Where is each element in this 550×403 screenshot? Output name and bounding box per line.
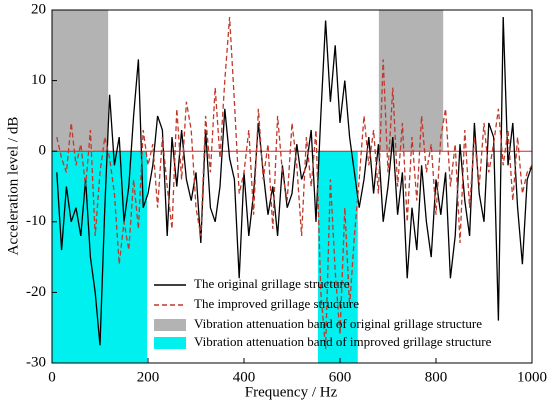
y-tick-label: 20 xyxy=(31,1,46,17)
x-tick-label: 1000 xyxy=(517,369,547,385)
legend-swatch xyxy=(154,337,186,349)
y-tick-label: -20 xyxy=(26,284,46,300)
x-tick-label: 600 xyxy=(329,369,352,385)
x-tick-label: 0 xyxy=(48,369,56,385)
x-tick-label: 400 xyxy=(233,369,256,385)
attenuation-band xyxy=(52,151,148,363)
attenuation-band xyxy=(317,151,358,363)
attenuation-band xyxy=(52,10,109,152)
y-tick-label: 10 xyxy=(31,72,46,88)
legend-swatch xyxy=(154,319,186,331)
legend-label: Vibration attenuation band of improved g… xyxy=(194,334,492,349)
plot-frame xyxy=(51,9,533,364)
attenuation-band xyxy=(378,10,444,152)
y-axis-label: Acceleration level / dB xyxy=(5,117,21,256)
y-tick-label: -10 xyxy=(26,213,46,229)
y-tick-label: 0 xyxy=(39,143,47,159)
series-line xyxy=(56,17,533,346)
series-line xyxy=(56,17,533,349)
x-tick-label: 200 xyxy=(137,369,160,385)
x-tick-label: 800 xyxy=(425,369,448,385)
legend-label: The improved grillage structure xyxy=(194,296,359,311)
y-tick-label: -30 xyxy=(26,354,46,370)
legend-label: Vibration attenuation band of original g… xyxy=(194,316,482,331)
legend-label: The original grillage structure xyxy=(194,276,350,291)
x-axis-label: Frequency / Hz xyxy=(245,384,338,400)
